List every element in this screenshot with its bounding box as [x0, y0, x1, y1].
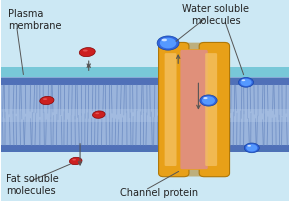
Ellipse shape [244, 143, 259, 153]
Ellipse shape [242, 80, 245, 82]
Ellipse shape [202, 97, 215, 105]
Bar [1, 109, 289, 122]
FancyBboxPatch shape [205, 54, 217, 166]
FancyBboxPatch shape [159, 43, 229, 177]
Bar [1, 150, 289, 201]
Ellipse shape [240, 79, 252, 87]
Bar [1, 78, 289, 84]
Text: Channel protein: Channel protein [120, 187, 199, 197]
Ellipse shape [69, 158, 82, 165]
Ellipse shape [43, 99, 47, 101]
Bar [1, 78, 289, 152]
Bar [1, 86, 289, 145]
Bar [1, 1, 289, 75]
Text: Water soluble
molecules: Water soluble molecules [182, 4, 249, 25]
Ellipse shape [83, 50, 88, 52]
Ellipse shape [157, 37, 179, 51]
Bar [1, 79, 289, 86]
Ellipse shape [79, 48, 95, 57]
Ellipse shape [247, 145, 251, 147]
Ellipse shape [238, 78, 253, 88]
Ellipse shape [200, 95, 217, 107]
FancyBboxPatch shape [159, 43, 189, 177]
Text: Fat soluble
molecules: Fat soluble molecules [6, 174, 59, 195]
Ellipse shape [246, 144, 258, 152]
FancyBboxPatch shape [199, 43, 230, 177]
Text: Plasma
membrane: Plasma membrane [8, 9, 61, 31]
Ellipse shape [203, 98, 208, 100]
Bar [1, 68, 289, 79]
FancyBboxPatch shape [165, 54, 177, 166]
Ellipse shape [40, 97, 54, 105]
Bar [1, 145, 289, 152]
Ellipse shape [160, 39, 176, 49]
Ellipse shape [162, 39, 167, 42]
Ellipse shape [95, 113, 99, 115]
FancyBboxPatch shape [180, 50, 208, 170]
Ellipse shape [72, 159, 76, 161]
Ellipse shape [93, 111, 105, 119]
